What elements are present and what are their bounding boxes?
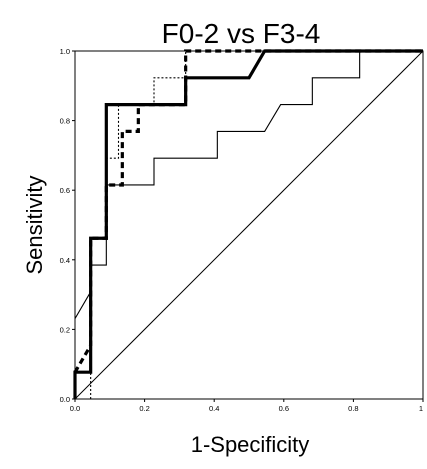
y-tick-label: 0.0 xyxy=(60,395,70,404)
y-axis-label: Sensitivity xyxy=(22,175,47,274)
roc-curve-thick-dashed-2 xyxy=(73,49,423,374)
x-tick-label: 0.6 xyxy=(279,404,289,413)
reference-diagonal-line xyxy=(74,50,424,400)
x-tick-label: 0.8 xyxy=(348,404,358,413)
y-tick-label: 0.2 xyxy=(60,325,70,334)
y-axis-ticks: 0.0 0.2 0.4 0.6 0.8 1.0 xyxy=(60,47,75,404)
x-tick-label: 1 xyxy=(419,404,423,413)
roc-curve-thin-solid-4 xyxy=(74,50,423,319)
y-tick-label: 0.8 xyxy=(60,117,70,126)
diagonal-line xyxy=(74,50,424,400)
x-axis-label: 1-Specificity xyxy=(191,432,310,457)
x-axis-ticks: 0.0 0.2 0.4 0.6 0.8 1 xyxy=(70,399,424,413)
y-tick-label: 0.6 xyxy=(60,186,70,195)
y-tick-label: 0.4 xyxy=(60,256,70,265)
chart-title: F0-2 vs F3-4 xyxy=(162,18,321,49)
x-tick-label: 0.4 xyxy=(209,404,219,413)
y-tick-label: 1.0 xyxy=(60,47,70,56)
roc-curve-thick-solid-1 xyxy=(73,49,423,399)
x-tick-label: 0.0 xyxy=(70,404,80,413)
series-layer xyxy=(73,49,423,399)
x-tick-label: 0.2 xyxy=(139,404,149,413)
